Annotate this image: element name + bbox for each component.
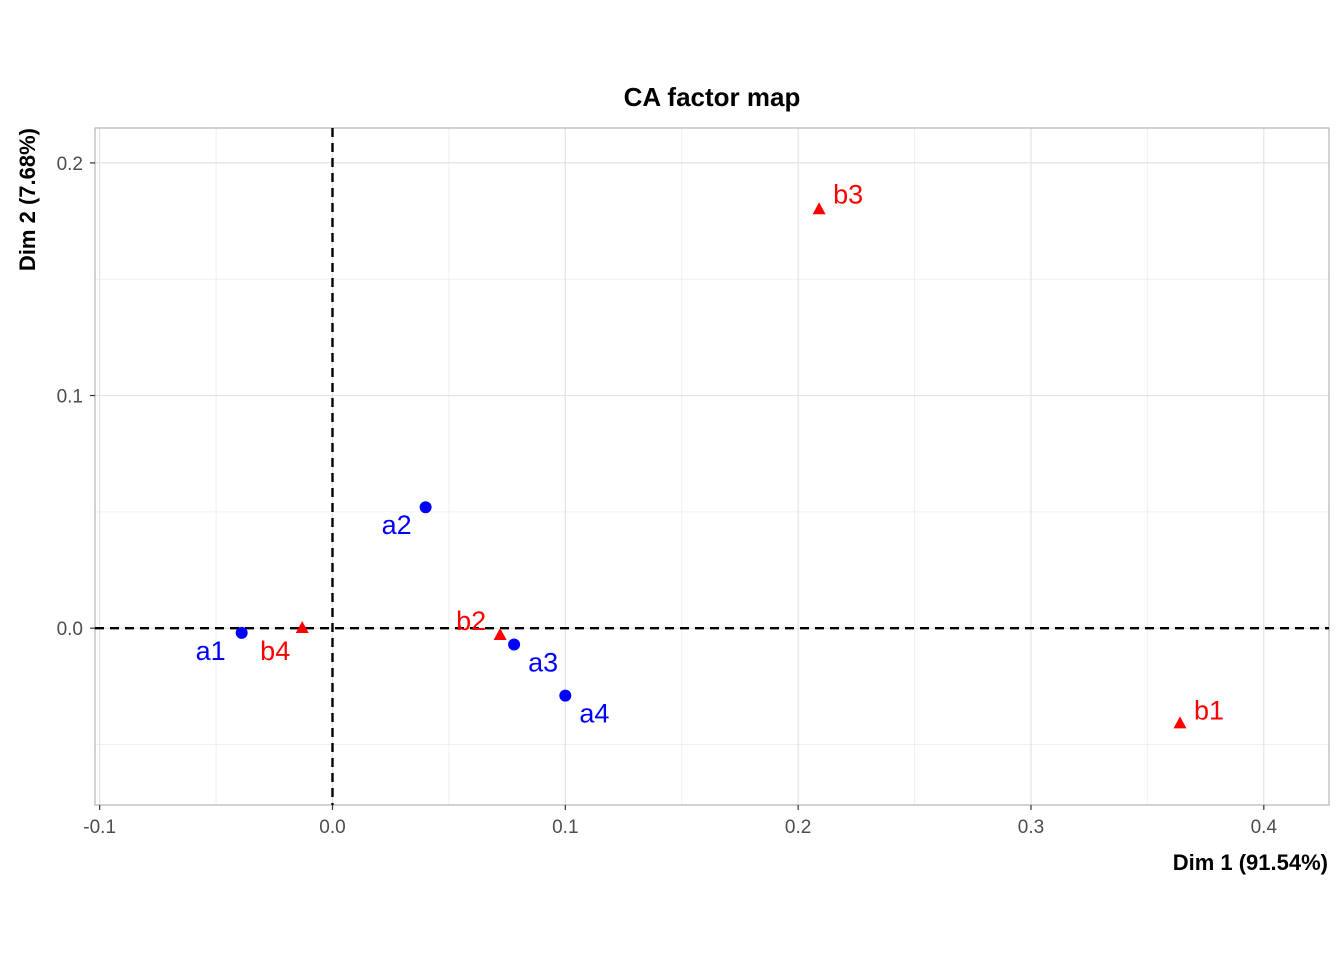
- plot-panel-border: [94, 127, 1330, 806]
- point-a2: [419, 501, 432, 514]
- y-tick-label: 0.0: [57, 619, 83, 640]
- grid-layer: [95, 128, 1329, 805]
- chart-title: CA factor map: [624, 82, 801, 112]
- point-label-b2: b2: [456, 606, 486, 636]
- point-label-a2: a2: [382, 510, 412, 540]
- y-axis-title: Dim 2 (7.68%): [15, 128, 40, 271]
- x-tick-label: -0.1: [83, 817, 116, 838]
- data-points: a1 a2 a3 a4 b1 b2 b3 b4: [196, 179, 1224, 728]
- x-tick-label: 0.4: [1251, 817, 1278, 838]
- y-tick-label: 0.1: [57, 387, 83, 408]
- point-a4: [559, 689, 572, 702]
- point-a3: [508, 638, 521, 651]
- axis-ticks: -0.1 0.0 0.1 0.2 0.3 0.4 0.0 0.1 0.2: [57, 154, 1278, 838]
- y-tick-label: 0.2: [57, 154, 83, 175]
- point-label-a4: a4: [579, 699, 609, 729]
- x-tick-label: 0.2: [785, 817, 811, 838]
- point-b4: [295, 620, 309, 633]
- x-tick-label: 0.0: [319, 817, 345, 838]
- point-label-a3: a3: [528, 647, 558, 677]
- point-label-a1: a1: [196, 636, 226, 666]
- point-b2: [493, 627, 507, 640]
- point-b3: [812, 202, 826, 215]
- point-label-b4: b4: [260, 636, 290, 666]
- point-b1: [1173, 716, 1187, 729]
- point-a1: [235, 626, 248, 639]
- point-label-b1: b1: [1194, 696, 1224, 726]
- reference-lines: [95, 128, 1329, 805]
- point-label-b3: b3: [833, 179, 863, 209]
- x-tick-label: 0.1: [552, 817, 578, 838]
- x-axis-title: Dim 1 (91.54%): [1173, 850, 1328, 875]
- x-tick-label: 0.3: [1018, 817, 1044, 838]
